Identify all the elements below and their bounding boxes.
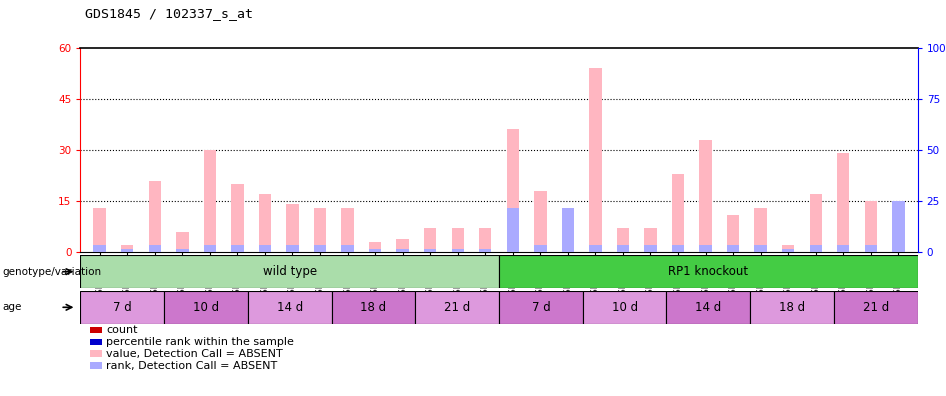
Text: 18 d: 18 d <box>779 301 805 314</box>
Bar <box>617 228 629 252</box>
Text: GDS1845 / 102337_s_at: GDS1845 / 102337_s_at <box>85 7 254 20</box>
Bar <box>94 208 106 252</box>
Text: 7 d: 7 d <box>113 301 131 314</box>
Text: 14 d: 14 d <box>695 301 722 314</box>
Bar <box>314 208 326 252</box>
Bar <box>231 246 243 252</box>
Bar <box>121 249 133 252</box>
Bar <box>699 140 711 252</box>
Bar <box>479 249 491 252</box>
Bar <box>287 246 299 252</box>
Bar <box>534 246 547 252</box>
Bar <box>892 201 904 252</box>
Bar <box>165 291 248 324</box>
Text: 21 d: 21 d <box>863 301 889 314</box>
Bar <box>865 246 877 252</box>
Bar <box>727 246 740 252</box>
Bar <box>203 246 216 252</box>
Bar <box>314 246 326 252</box>
Text: 10 d: 10 d <box>611 301 638 314</box>
Bar <box>810 246 822 252</box>
Bar <box>258 246 272 252</box>
Text: value, Detection Call = ABSENT: value, Detection Call = ABSENT <box>106 348 283 359</box>
Bar <box>149 246 161 252</box>
Bar <box>80 291 165 324</box>
Bar <box>287 204 299 252</box>
Bar <box>755 246 767 252</box>
Bar <box>892 201 904 252</box>
Bar <box>750 291 833 324</box>
Bar <box>149 181 161 252</box>
Text: count: count <box>106 325 137 335</box>
Bar <box>782 246 795 252</box>
Bar <box>231 184 243 252</box>
Bar <box>583 291 666 324</box>
Bar <box>424 249 436 252</box>
Bar <box>424 228 436 252</box>
Bar <box>342 208 354 252</box>
Bar <box>507 129 519 252</box>
Bar <box>782 249 795 252</box>
Bar <box>865 201 877 252</box>
Bar <box>672 246 684 252</box>
Bar <box>562 208 574 252</box>
Bar <box>672 174 684 252</box>
Text: wild type: wild type <box>263 265 317 278</box>
Bar <box>617 246 629 252</box>
Text: genotype/variation: genotype/variation <box>2 267 101 277</box>
Bar <box>369 242 381 252</box>
Bar <box>369 249 381 252</box>
Bar <box>121 246 133 252</box>
Bar <box>837 153 850 252</box>
Text: rank, Detection Call = ABSENT: rank, Detection Call = ABSENT <box>106 360 277 371</box>
Bar <box>258 194 272 252</box>
Bar <box>562 208 574 252</box>
Bar <box>834 291 918 324</box>
Bar <box>499 291 583 324</box>
Bar <box>342 246 354 252</box>
Bar <box>80 255 499 288</box>
Bar <box>396 239 409 252</box>
Bar <box>589 68 602 252</box>
Bar <box>810 194 822 252</box>
Text: RP1 knockout: RP1 knockout <box>668 265 748 278</box>
Bar <box>507 208 519 252</box>
Bar <box>589 246 602 252</box>
Bar <box>755 208 767 252</box>
Bar <box>176 232 188 252</box>
Bar <box>644 246 657 252</box>
Bar <box>837 246 850 252</box>
Text: 21 d: 21 d <box>444 301 470 314</box>
Bar <box>644 228 657 252</box>
Bar <box>499 255 918 288</box>
Bar <box>248 291 331 324</box>
Bar <box>94 246 106 252</box>
Bar <box>451 249 464 252</box>
Text: 10 d: 10 d <box>193 301 219 314</box>
Text: percentile rank within the sample: percentile rank within the sample <box>106 337 294 347</box>
Bar <box>396 249 409 252</box>
Text: 14 d: 14 d <box>276 301 303 314</box>
Bar <box>176 249 188 252</box>
Bar <box>203 150 216 252</box>
Text: 7 d: 7 d <box>532 301 551 314</box>
Text: 18 d: 18 d <box>360 301 387 314</box>
Bar <box>727 215 740 252</box>
Bar <box>479 228 491 252</box>
Bar <box>534 191 547 252</box>
Bar <box>699 246 711 252</box>
Bar <box>666 291 750 324</box>
Bar <box>415 291 499 324</box>
Text: age: age <box>2 302 21 312</box>
Bar <box>451 228 464 252</box>
Bar <box>331 291 415 324</box>
